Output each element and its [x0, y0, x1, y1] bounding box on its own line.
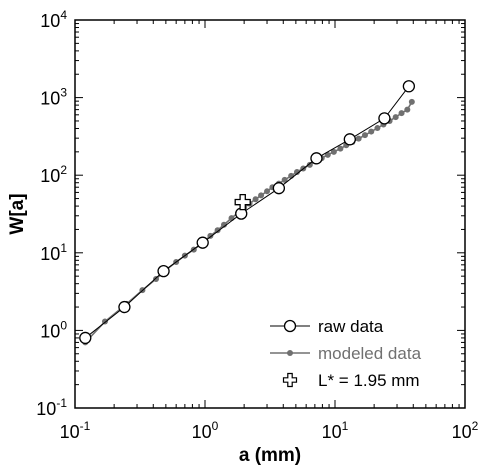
- x-axis-title: a (mm): [239, 445, 301, 466]
- legend-modeled-label: modeled data: [318, 344, 422, 363]
- legend-lstar-marker: [282, 372, 298, 388]
- raw-data-point: [402, 80, 416, 93]
- modeled-data-point: [404, 106, 411, 113]
- y-tick-label: 100: [40, 318, 67, 341]
- raw-data-point: [378, 112, 391, 125]
- series-lstar: [234, 193, 251, 211]
- modeled-data-point: [214, 227, 221, 234]
- modeled-data-point: [264, 188, 271, 195]
- x-tick-label: 10-1: [60, 419, 91, 442]
- y-tick-label: 101: [40, 241, 67, 264]
- legend-modeled-marker: [287, 350, 293, 356]
- x-tick-label: 100: [192, 419, 219, 442]
- modeled-data-point: [306, 161, 313, 168]
- y-tick-labels: 10-1 100 101 102 103 104: [36, 8, 67, 419]
- y-tick-label: 10-1: [36, 396, 67, 419]
- x-tick-label: 102: [452, 419, 479, 442]
- legend-item-modeled-data: modeled data: [270, 344, 422, 363]
- series-raw-data: [79, 80, 416, 345]
- lstar-point: [234, 193, 251, 211]
- raw-data-point: [343, 133, 356, 146]
- series-line: [84, 101, 413, 343]
- tick-marks: [74, 19, 466, 409]
- legend: raw data modeled data L* = 1.95 mm: [270, 317, 422, 390]
- x-tick-labels: 10-1 100 101 102: [60, 419, 479, 442]
- series-modeled-data: [82, 98, 415, 346]
- legend-lstar-label: L* = 1.95 mm: [318, 371, 420, 390]
- y-tick-label: 104: [40, 8, 67, 31]
- y-axis-title: W[a]: [7, 193, 28, 234]
- modeled-data-point: [374, 125, 381, 132]
- raw-data-point: [272, 182, 286, 195]
- legend-raw-label: raw data: [318, 317, 384, 336]
- modeled-data-point: [330, 148, 337, 155]
- raw-data-point: [118, 300, 131, 314]
- modeled-data-point: [398, 110, 405, 117]
- raw-data-point: [310, 152, 323, 165]
- legend-item-lstar: L* = 1.95 mm: [282, 371, 420, 390]
- modeled-data-point: [252, 196, 259, 203]
- legend-item-raw-data: raw data: [270, 317, 384, 336]
- plot-frame: [74, 19, 466, 409]
- modeled-data-point: [324, 151, 331, 158]
- y-tick-label: 102: [40, 163, 67, 186]
- modeled-data-point: [361, 132, 368, 139]
- modeled-data-point: [281, 176, 288, 183]
- series-line: [84, 85, 410, 339]
- modeled-data-point: [408, 98, 415, 105]
- modeled-data-point: [392, 114, 399, 121]
- raw-data-point: [157, 265, 170, 278]
- raw-data-point: [79, 331, 92, 345]
- modeled-data-point: [258, 192, 265, 199]
- modeled-data-point: [368, 128, 375, 135]
- legend-raw-marker: [283, 319, 297, 333]
- modeled-data-point: [220, 221, 227, 228]
- modeled-data-point: [228, 215, 235, 222]
- x-tick-label: 101: [322, 419, 349, 442]
- modeled-data-point: [153, 275, 160, 282]
- modeled-data-point: [293, 168, 300, 175]
- y-tick-label: 103: [40, 86, 67, 109]
- raw-data-point: [196, 236, 209, 249]
- series-layer: [79, 80, 416, 346]
- modeled-data-point: [355, 135, 362, 142]
- modeled-data-point: [337, 145, 344, 152]
